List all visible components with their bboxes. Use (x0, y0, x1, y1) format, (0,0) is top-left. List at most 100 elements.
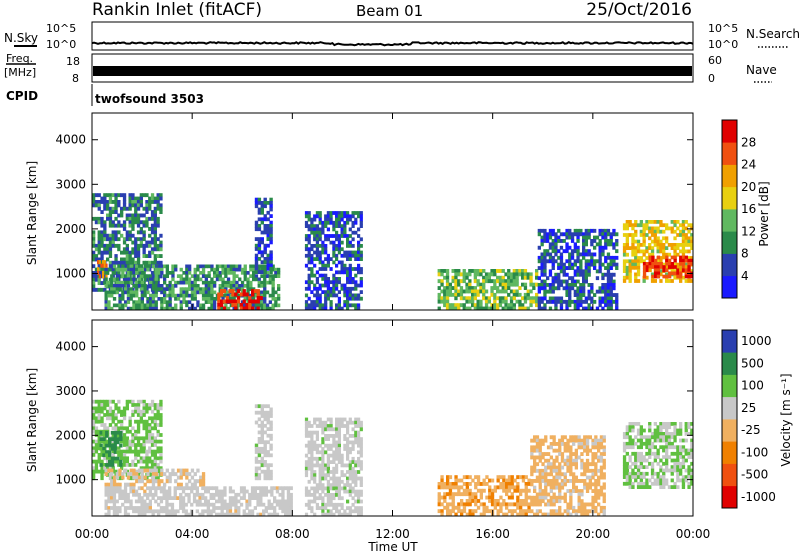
echo-cell (310, 477, 313, 481)
echo-cell (327, 228, 330, 232)
echo-cell (332, 274, 335, 278)
echo-cell (182, 297, 185, 301)
echo-cell (220, 303, 223, 307)
echo-cell (234, 503, 237, 507)
echo-cell (264, 417, 267, 421)
echo-cell (127, 278, 130, 282)
echo-cell (244, 274, 247, 278)
echo-cell (469, 489, 472, 493)
echo-cell (255, 247, 258, 251)
echo-cell (574, 242, 577, 246)
echo-cell (330, 421, 333, 425)
echo-cell (576, 246, 579, 250)
echo-cell (229, 509, 232, 513)
echo-cell (257, 300, 260, 304)
echo-cell (169, 297, 172, 301)
echo-cell (269, 453, 272, 457)
echo-cell (454, 286, 457, 290)
echo-cell (610, 266, 613, 270)
echo-cell (155, 300, 158, 304)
echo-cell (629, 479, 632, 483)
echo-cell (360, 467, 363, 471)
echo-cell (335, 493, 338, 497)
echo-cell (321, 473, 324, 477)
echo-cell (109, 247, 112, 251)
echo-cell (238, 265, 241, 269)
echo-cell (338, 477, 341, 481)
echo-cell (615, 232, 618, 236)
echo-cell (135, 287, 138, 291)
echo-cell (316, 257, 319, 261)
echo-cell (255, 224, 258, 228)
echo-cell (316, 503, 319, 507)
echo-cell (154, 453, 157, 457)
echo-cell (267, 427, 270, 431)
echo-cell (188, 278, 191, 282)
echo-cell (129, 430, 132, 434)
echo-cell (543, 297, 546, 301)
echo-cell (148, 456, 151, 460)
echo-cell (438, 499, 441, 503)
echo-cell (507, 286, 510, 290)
echo-cell (626, 432, 629, 436)
echo-cell (310, 280, 313, 284)
echo-cell (626, 462, 629, 466)
echo-cell (100, 416, 103, 420)
echo-cell (541, 462, 544, 466)
echo-cell (557, 276, 560, 280)
echo-cell (341, 214, 344, 218)
echo-cell (346, 500, 349, 504)
echo-cell (321, 477, 324, 481)
echo-cell (463, 506, 466, 510)
echo-cell (511, 482, 514, 486)
echo-cell (95, 450, 98, 454)
echo-cell (120, 426, 123, 430)
echo-cell (121, 503, 124, 507)
echo-cell (120, 234, 123, 238)
echo-cell (160, 284, 163, 288)
echo-cell (483, 489, 486, 493)
echo-cell (308, 297, 311, 301)
echo-cell (335, 214, 338, 218)
echo-cell (349, 254, 352, 258)
echo-cell (171, 503, 174, 507)
echo-cell (615, 303, 618, 307)
echo-cell (607, 229, 610, 233)
echo-cell (360, 480, 363, 484)
echo-cell (117, 247, 120, 251)
echo-cell (529, 272, 532, 276)
echo-cell (360, 493, 363, 497)
echo-cell (269, 408, 272, 412)
echo-cell (169, 300, 172, 304)
echo-cell (202, 479, 205, 483)
echo-cell (121, 271, 124, 275)
echo-cell (100, 217, 103, 221)
echo-cell (264, 444, 267, 448)
echo-cell (194, 281, 197, 285)
echo-cell (491, 492, 494, 496)
echo-cell (123, 416, 126, 420)
echo-cell (290, 503, 293, 507)
echo-cell (261, 231, 264, 235)
echo-cell (159, 433, 162, 437)
echo-cell (360, 509, 363, 513)
echo-cell (354, 231, 357, 235)
echo-cell (215, 486, 218, 490)
echo-cell (261, 470, 264, 474)
echo-cell (513, 509, 516, 513)
echo-cell (349, 421, 352, 425)
echo-cell (264, 224, 267, 228)
echo-cell (207, 490, 210, 494)
echo-cell (212, 509, 215, 513)
echo-cell (202, 476, 205, 480)
echo-cell (100, 476, 103, 480)
echo-cell (223, 500, 226, 504)
colorbar-tick-label: 24 (741, 158, 756, 172)
echo-cell (130, 268, 133, 272)
echo-cell (208, 274, 211, 278)
echo-cell (264, 250, 267, 254)
echo-cell (335, 237, 338, 241)
echo-cell (266, 291, 269, 295)
echo-cell (524, 300, 527, 304)
echo-cell (321, 503, 324, 507)
